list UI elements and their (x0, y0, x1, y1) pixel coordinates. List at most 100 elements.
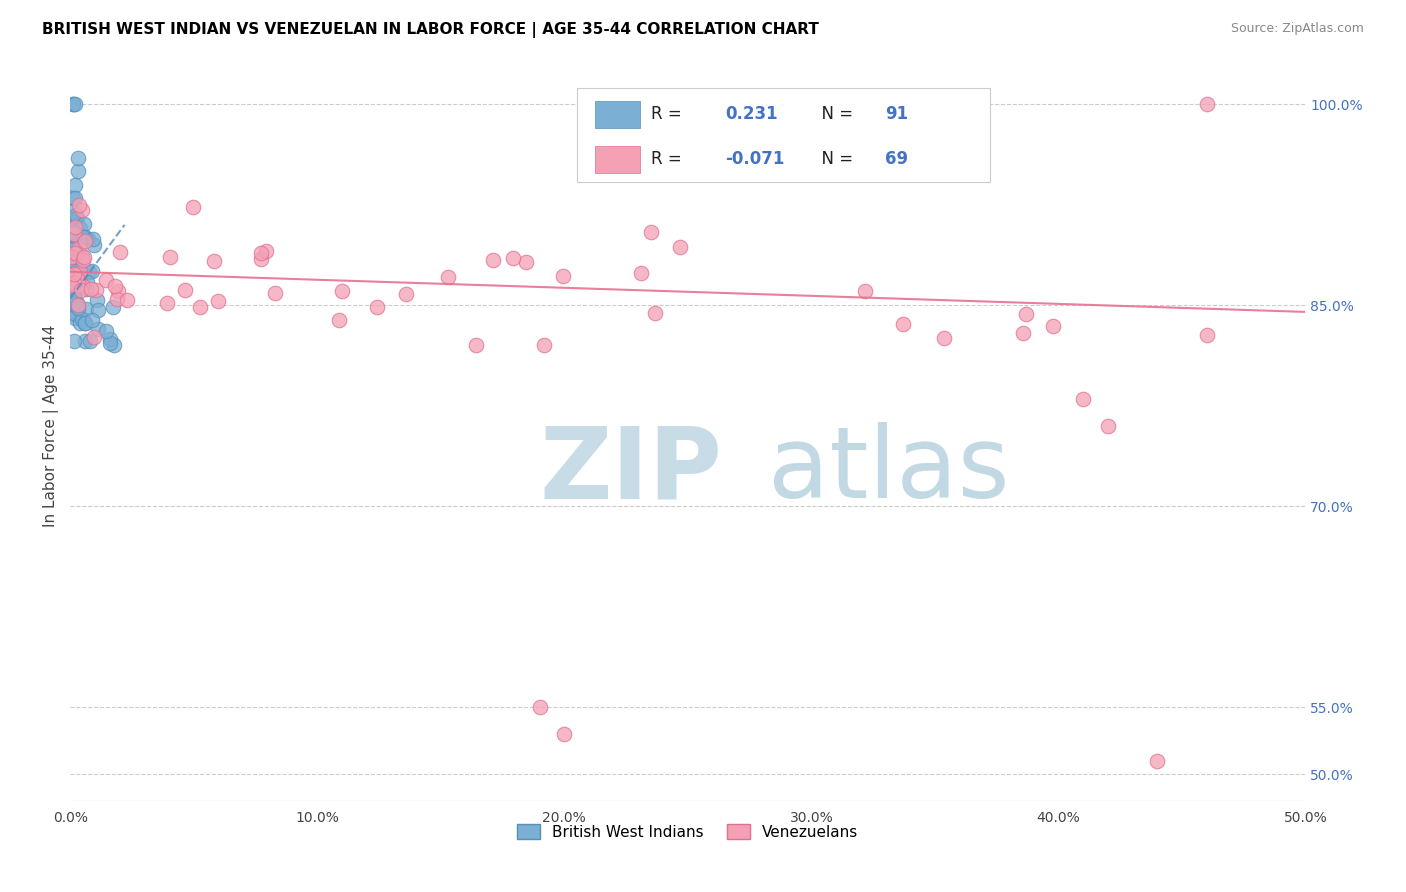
Point (69, 267, 91, 281)
Point (63, 304, 86, 318)
Point (82, 264, 104, 278)
Point (482, 252, 505, 267)
Point (263, 285, 285, 300)
Point (67, 241, 90, 255)
FancyBboxPatch shape (576, 88, 990, 182)
Point (67, 273, 90, 287)
Point (98, 332, 121, 346)
Point (65, 298, 87, 312)
Point (60, 262, 83, 277)
Point (1042, 318, 1064, 333)
Text: 91: 91 (886, 105, 908, 123)
Text: R =: R = (651, 105, 692, 123)
Point (62, 227, 84, 242)
Point (66, 227, 89, 241)
Y-axis label: In Labor Force | Age 35-44: In Labor Force | Age 35-44 (44, 325, 59, 527)
Point (62, 97, 84, 112)
Point (63, 266, 86, 280)
Point (893, 317, 915, 331)
Point (63, 97, 86, 112)
Point (66, 247, 89, 261)
Point (62, 297, 84, 311)
Point (62, 218, 84, 232)
Point (63, 276, 86, 290)
Point (75, 301, 97, 316)
Point (73, 316, 96, 330)
Point (65, 226, 87, 240)
Point (60, 218, 83, 232)
Point (69, 265, 91, 279)
Point (65, 310, 87, 325)
Point (644, 306, 666, 320)
Point (630, 267, 652, 281)
Point (87, 322, 110, 336)
Point (115, 293, 138, 307)
Point (66, 151, 89, 165)
Point (69, 221, 91, 235)
Text: N =: N = (811, 105, 853, 123)
Text: 69: 69 (886, 151, 908, 169)
Point (551, 269, 574, 284)
Point (65, 228, 87, 243)
Point (70, 283, 93, 297)
Point (62, 282, 84, 296)
Point (62, 307, 84, 321)
Point (65, 293, 87, 308)
Text: R =: R = (651, 151, 692, 169)
Point (65, 267, 87, 281)
Point (62, 217, 84, 231)
Point (67, 197, 90, 211)
Point (72, 253, 94, 268)
Point (640, 225, 662, 239)
Point (63, 219, 86, 234)
Point (60, 250, 83, 264)
Point (83, 330, 105, 344)
Point (60, 293, 83, 308)
Point (159, 250, 181, 264)
Point (156, 296, 179, 310)
Point (110, 244, 132, 259)
Point (69, 276, 91, 290)
Point (104, 278, 127, 293)
Point (66, 260, 89, 275)
Point (62, 97, 84, 112)
Point (86, 293, 108, 307)
Point (1071, 392, 1094, 406)
Point (188, 300, 211, 314)
Point (63, 255, 86, 269)
Point (65, 211, 87, 225)
Point (70, 277, 93, 292)
Point (62, 231, 84, 245)
FancyBboxPatch shape (595, 146, 640, 173)
Point (1097, 418, 1119, 433)
Point (73, 217, 96, 231)
Point (69, 279, 91, 293)
Point (62, 242, 84, 256)
Legend: British West Indians, Venezuelans: British West Indians, Venezuelans (512, 818, 865, 846)
Point (72, 203, 94, 218)
Text: Source: ZipAtlas.com: Source: ZipAtlas.com (1230, 22, 1364, 36)
Point (77, 265, 100, 279)
Point (529, 700, 551, 714)
Point (63, 191, 86, 205)
Point (63, 235, 86, 249)
Point (63, 246, 86, 260)
Point (60, 226, 83, 240)
Point (63, 267, 86, 281)
Point (62, 263, 84, 277)
Point (207, 293, 229, 308)
Point (173, 283, 195, 297)
Point (62, 253, 84, 268)
Point (63, 225, 86, 239)
Point (62, 334, 84, 348)
Point (62, 250, 84, 264)
Text: 0.231: 0.231 (725, 105, 778, 123)
Point (1195, 327, 1218, 342)
Point (250, 252, 273, 266)
Point (73, 316, 96, 330)
Point (63, 239, 86, 253)
Point (62, 204, 84, 219)
Point (79, 334, 101, 348)
Point (65, 268, 87, 282)
Point (1015, 307, 1038, 321)
